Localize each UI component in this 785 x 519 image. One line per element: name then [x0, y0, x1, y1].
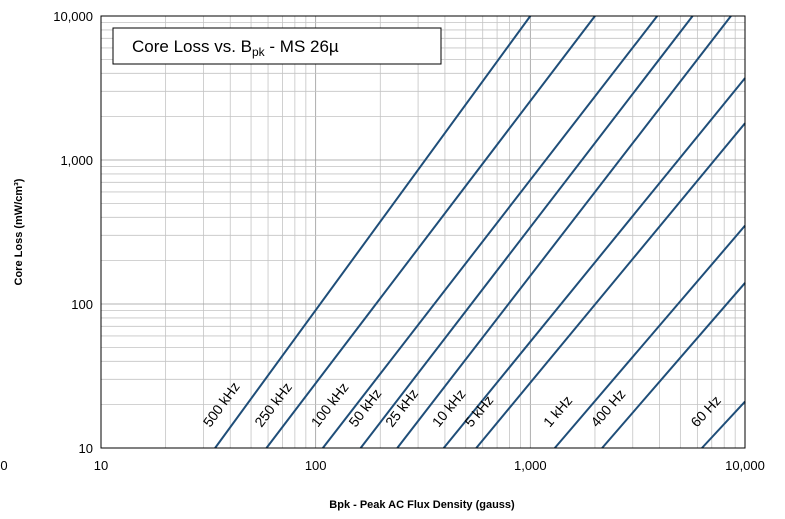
series-line — [701, 400, 746, 449]
y-axis-label: Core Loss (mW/cm³) — [13, 178, 25, 285]
series-line — [475, 122, 746, 449]
tick-labels: 10 100 1,000 10,000 0 10 100 1,000 10,000 — [0, 9, 765, 473]
series-line — [265, 15, 596, 449]
series-line — [359, 15, 694, 449]
series-line — [396, 15, 732, 449]
x-axis-label: Bpk - Peak AC Flux Density (gauss) — [329, 499, 515, 511]
x-tick-label: 10 — [94, 458, 108, 473]
x-tick-label: 1,000 — [514, 458, 547, 473]
chart-title: Core Loss vs. Bpk - MS 26µ — [132, 37, 339, 59]
x-tick-label: 10,000 — [725, 458, 765, 473]
series-line — [322, 15, 659, 449]
y-tick-label: 1,000 — [60, 153, 93, 168]
series-line — [554, 225, 746, 449]
x-tick-label: 0 — [0, 458, 7, 473]
y-tick-label: 10,000 — [53, 9, 93, 24]
series-label: 60 Hz — [687, 392, 724, 430]
plot-border — [100, 15, 746, 449]
chart-title-box: Core Loss vs. Bpk - MS 26µ — [112, 27, 442, 65]
series-label: 1 kHz — [540, 392, 575, 430]
y-tick-label: 100 — [71, 297, 93, 312]
series-line — [601, 282, 746, 449]
grid — [100, 16, 745, 449]
title-box-border — [112, 27, 442, 65]
x-tick-label: 100 — [305, 458, 327, 473]
series-lines — [214, 15, 746, 449]
y-tick-label: 10 — [79, 441, 93, 456]
series-line — [442, 77, 746, 449]
series-line — [214, 15, 532, 449]
